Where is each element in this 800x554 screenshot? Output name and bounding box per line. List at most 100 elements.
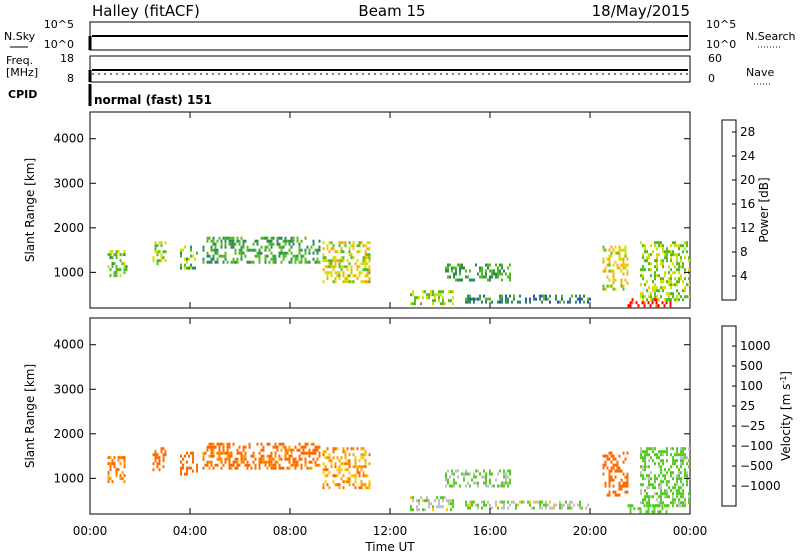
power-echo-cell xyxy=(156,259,159,263)
velocity-echo-cell xyxy=(254,457,257,461)
velocity-echo-cell xyxy=(344,450,347,454)
power-echo-cell xyxy=(238,248,241,252)
velocity-echo-cell xyxy=(115,468,118,472)
velocity-echo-cell xyxy=(364,474,367,478)
power-echo-cell xyxy=(162,256,165,260)
power-echo-cell xyxy=(292,239,295,243)
power-echo-cell xyxy=(668,277,670,281)
power-echo-cell xyxy=(654,259,656,263)
velocity-echo-cell xyxy=(505,472,507,476)
power-echo-cell xyxy=(412,290,414,294)
velocity-echo-cell xyxy=(228,463,231,467)
velocity-echo-cell xyxy=(234,457,237,461)
power-echo-cell xyxy=(666,253,668,257)
power-echo-cell xyxy=(426,296,428,300)
velocity-echo-cell xyxy=(577,503,579,507)
power-echo-cell xyxy=(543,297,545,301)
velocity-echo-cell xyxy=(272,457,275,461)
velocity-echo-cell xyxy=(463,478,465,482)
power-echo-cell xyxy=(362,262,365,266)
velocity-echo-cell xyxy=(666,495,668,499)
velocity-echo-cell xyxy=(250,454,253,458)
velocity-echo-cell xyxy=(664,450,666,454)
power-echo-cell xyxy=(368,271,371,275)
velocity-echo-cell xyxy=(228,445,231,449)
velocity-echo-cell xyxy=(210,454,213,458)
velocity-echo-cell xyxy=(644,450,646,454)
power-echo-cell xyxy=(440,302,442,306)
velocity-echo-cell xyxy=(499,500,501,504)
velocity-echo-cell xyxy=(644,459,646,463)
velocity-echo-cell xyxy=(497,472,499,476)
velocity-echo-cell xyxy=(620,478,623,482)
velocity-echo-cell xyxy=(410,505,412,509)
velocity-echo-cell xyxy=(212,466,215,470)
velocity-echo-cell xyxy=(434,499,436,503)
velocity-echo-cell xyxy=(286,457,289,461)
velocity-echo-cell xyxy=(648,498,650,502)
power-echo-cell xyxy=(312,239,315,243)
velocity-echo-cell xyxy=(262,457,265,461)
power-echo-cell xyxy=(184,263,186,267)
velocity-echo-cell xyxy=(338,468,341,472)
power-echo-cell xyxy=(644,295,646,299)
power-echo-cell xyxy=(637,304,640,308)
velocity-echo-cell xyxy=(519,500,521,504)
power-echo-cell xyxy=(330,241,333,245)
velocity-echo-cell xyxy=(306,451,309,455)
power-echo-cell xyxy=(314,248,317,252)
velocity-echo-cell xyxy=(362,474,365,478)
power-echo-cell xyxy=(160,253,163,257)
velocity-echo-cell xyxy=(298,457,301,461)
power-echo-cell xyxy=(342,274,345,278)
velocity-echo-cell xyxy=(202,451,205,455)
velocity-echo-cell xyxy=(186,466,188,470)
power-echo-cell xyxy=(652,298,654,302)
velocity-echo-cell xyxy=(667,504,670,508)
velocity-echo-cell xyxy=(346,447,349,451)
velocity-echo-cell xyxy=(608,475,611,479)
power-echo-cell xyxy=(362,280,365,284)
velocity-echo-cell xyxy=(660,450,662,454)
power-colorbar-tick-label: 12 xyxy=(740,221,755,235)
power-echo-cell xyxy=(111,250,114,254)
power-echo-cell xyxy=(662,265,664,269)
power-echo-cell xyxy=(459,263,461,267)
power-echo-cell xyxy=(453,272,455,276)
velocity-echo-cell xyxy=(276,448,279,452)
velocity-echo-cell xyxy=(465,503,467,507)
power-echo-cell xyxy=(670,277,672,281)
power-echo-cell xyxy=(364,280,367,284)
velocity-echo-cell xyxy=(424,499,426,503)
velocity-echo-cell xyxy=(332,480,335,484)
velocity-echo-cell xyxy=(606,493,609,497)
power-echo-cell xyxy=(449,275,451,279)
power-echo-cell xyxy=(232,242,235,246)
power-echo-cell xyxy=(646,250,648,254)
power-echo-cell xyxy=(202,248,205,252)
power-echo-cell xyxy=(644,244,646,248)
power-echo-cell xyxy=(364,244,367,248)
power-echo-cell xyxy=(662,247,664,251)
power-echo-cell xyxy=(545,297,547,301)
velocity-echo-cell xyxy=(438,499,440,503)
power-echo-cell xyxy=(654,283,656,287)
velocity-echo-cell xyxy=(206,448,209,452)
power-echo-cell xyxy=(680,277,682,281)
power-echo-cell xyxy=(266,245,269,249)
power-echo-cell xyxy=(280,251,283,255)
velocity-echo-cell xyxy=(473,500,475,504)
power-echo-cell xyxy=(487,297,489,301)
power-echo-cell xyxy=(489,269,491,273)
power-echo-cell xyxy=(644,268,646,272)
velocity-echo-cell xyxy=(432,505,434,509)
velocity-echo-cell xyxy=(447,481,449,485)
power-echo-cell xyxy=(154,241,157,245)
power-echo-cell xyxy=(364,268,367,272)
velocity-echo-cell xyxy=(639,507,642,511)
velocity-echo-cell xyxy=(618,493,621,497)
velocity-echo-cell xyxy=(646,450,648,454)
velocity-echo-cell xyxy=(354,456,357,460)
power-echo-cell xyxy=(629,304,632,308)
power-echo-cell xyxy=(529,300,531,304)
